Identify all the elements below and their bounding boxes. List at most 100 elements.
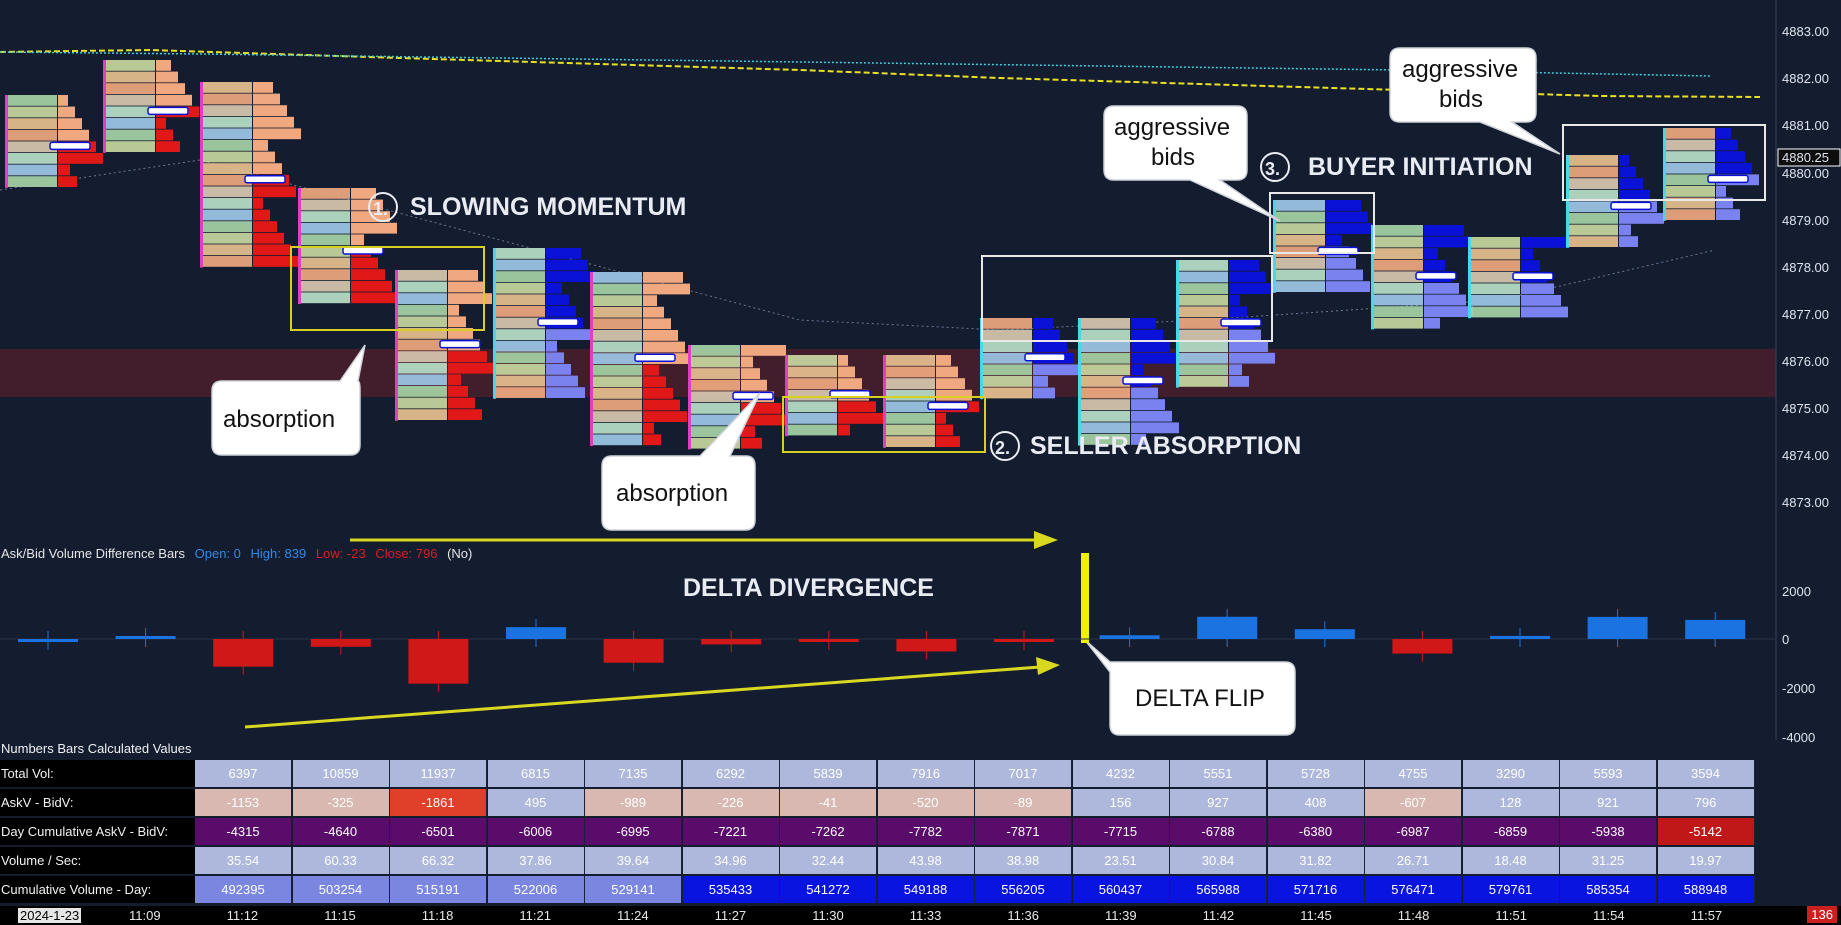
volume-bar: [741, 345, 786, 356]
time-label: 11:12: [226, 908, 259, 923]
annotation-seller-absorption: 2. SELLER ABSORPTION: [990, 431, 1301, 461]
footprint-cell: [1665, 174, 1715, 186]
bar-edge: [1566, 155, 1569, 248]
footprint-cell: [7, 95, 57, 106]
volume-bar: [643, 341, 685, 353]
volume-bar: [643, 364, 659, 376]
price-label: 4874.00: [1782, 448, 1829, 463]
price-label: 4873.00: [1782, 495, 1829, 510]
table-cell: 576471: [1365, 876, 1462, 903]
bar-edge: [883, 355, 886, 448]
volume-bar: [1131, 364, 1144, 376]
volume-bar: [1716, 186, 1726, 197]
table-cell: -7871: [975, 818, 1072, 845]
volume-bar: [1521, 248, 1533, 260]
footprint-cell: [300, 234, 350, 246]
table-row: Volume / Sec: 35.54 60.33 66.32 37.86 39.64 34…: [0, 847, 1776, 875]
table-cell: -7715: [1072, 818, 1170, 845]
time-label: 11:36: [1007, 908, 1039, 923]
volume-bar: [1229, 294, 1240, 306]
volume-bar: [1326, 223, 1375, 234]
table-cell: -226: [682, 789, 780, 816]
footprint-cell: [1665, 209, 1715, 220]
footprint-cell: [885, 401, 935, 413]
volume-bar: [1229, 352, 1275, 364]
delta-title-text: Ask/Bid Volume Difference Bars: [1, 546, 186, 561]
volume-bar: [741, 426, 755, 437]
delta-bar: [1294, 629, 1355, 639]
volume-bar: [448, 397, 475, 409]
bar-edge: [1468, 237, 1471, 319]
footprint-cell: [1568, 189, 1618, 201]
footprint-cell: [592, 272, 642, 283]
volume-bar: [351, 257, 378, 269]
footprint-cell: [592, 353, 642, 364]
footprint-cell: [1373, 317, 1423, 329]
footprint-cell: [1373, 236, 1423, 248]
time-label: 11:24: [617, 908, 649, 923]
poc-marker: [1415, 271, 1457, 281]
table-cell: 60.33: [292, 847, 390, 874]
table-cell: 6397: [195, 760, 292, 787]
volume-bar: [643, 411, 687, 422]
footprint-cell: [592, 364, 642, 376]
footprint-cell: [397, 316, 447, 328]
footprint-cell: [690, 426, 740, 437]
table-cell: -6006: [487, 818, 585, 845]
volume-bar: [1131, 341, 1170, 352]
footprint-cell: [1665, 139, 1715, 151]
volume-bar: [448, 293, 492, 304]
volume-bar: [1326, 281, 1370, 292]
table-cell: 23.51: [1072, 847, 1170, 874]
delta-bar: [1197, 616, 1258, 639]
table-cell: 6815: [487, 760, 585, 787]
footprint-cell: [105, 118, 155, 129]
current-price-label: 4880.25: [1782, 150, 1829, 165]
footprint-cell: [300, 222, 350, 234]
bar-edge: [395, 270, 398, 421]
bar-count-badge: 136: [1807, 906, 1837, 923]
volume-bar: [936, 378, 965, 389]
volume-bar: [546, 306, 576, 317]
volume-bar: [741, 414, 788, 426]
delta-bar: [798, 639, 859, 642]
footprint-cell: [7, 176, 57, 187]
volume-bar: [643, 434, 661, 446]
volume-bar: [58, 95, 68, 106]
footprint-cell: [885, 413, 935, 424]
poc-marker: [537, 317, 579, 327]
footprint-cell: [495, 271, 545, 282]
footprint-cell: [7, 118, 57, 129]
footprint-cell: [397, 362, 447, 374]
volume-bar: [351, 234, 364, 246]
footprint-cell: [495, 375, 545, 387]
table-cell: 560437: [1072, 876, 1170, 903]
table-cell: 10859: [292, 760, 390, 787]
footprint-cell: [1275, 223, 1325, 234]
volume-bar: [58, 106, 75, 118]
delta-low: Low: -23: [315, 546, 366, 561]
volume-bar: [351, 199, 383, 211]
volume-bar: [253, 105, 287, 116]
footprint-cell: [1568, 236, 1618, 247]
footprint-cell: [592, 295, 642, 306]
table-cell: 3594: [1657, 760, 1755, 787]
svg-text:SELLER ABSORPTION: SELLER ABSORPTION: [1030, 432, 1301, 460]
footprint-cell: [885, 436, 935, 447]
bar-edge: [1176, 260, 1179, 388]
volume-bar: [1521, 237, 1566, 248]
table-cell: 585354: [1560, 876, 1657, 903]
volume-bar: [1131, 352, 1177, 364]
volume-bar: [1229, 271, 1266, 283]
footprint-cell: [885, 355, 935, 366]
footprint-cell: [1470, 271, 1520, 283]
volume-bar: [253, 140, 268, 151]
volume-bar: [156, 60, 171, 71]
time-label: 11:21: [519, 908, 551, 923]
annotation-slowing-momentum: 1. SLOWING MOMENTUM: [368, 192, 686, 222]
poc-marker: [147, 106, 189, 116]
footprint-cell: [105, 60, 155, 71]
volume-bar: [1131, 387, 1158, 399]
footprint-cell: [592, 422, 642, 434]
